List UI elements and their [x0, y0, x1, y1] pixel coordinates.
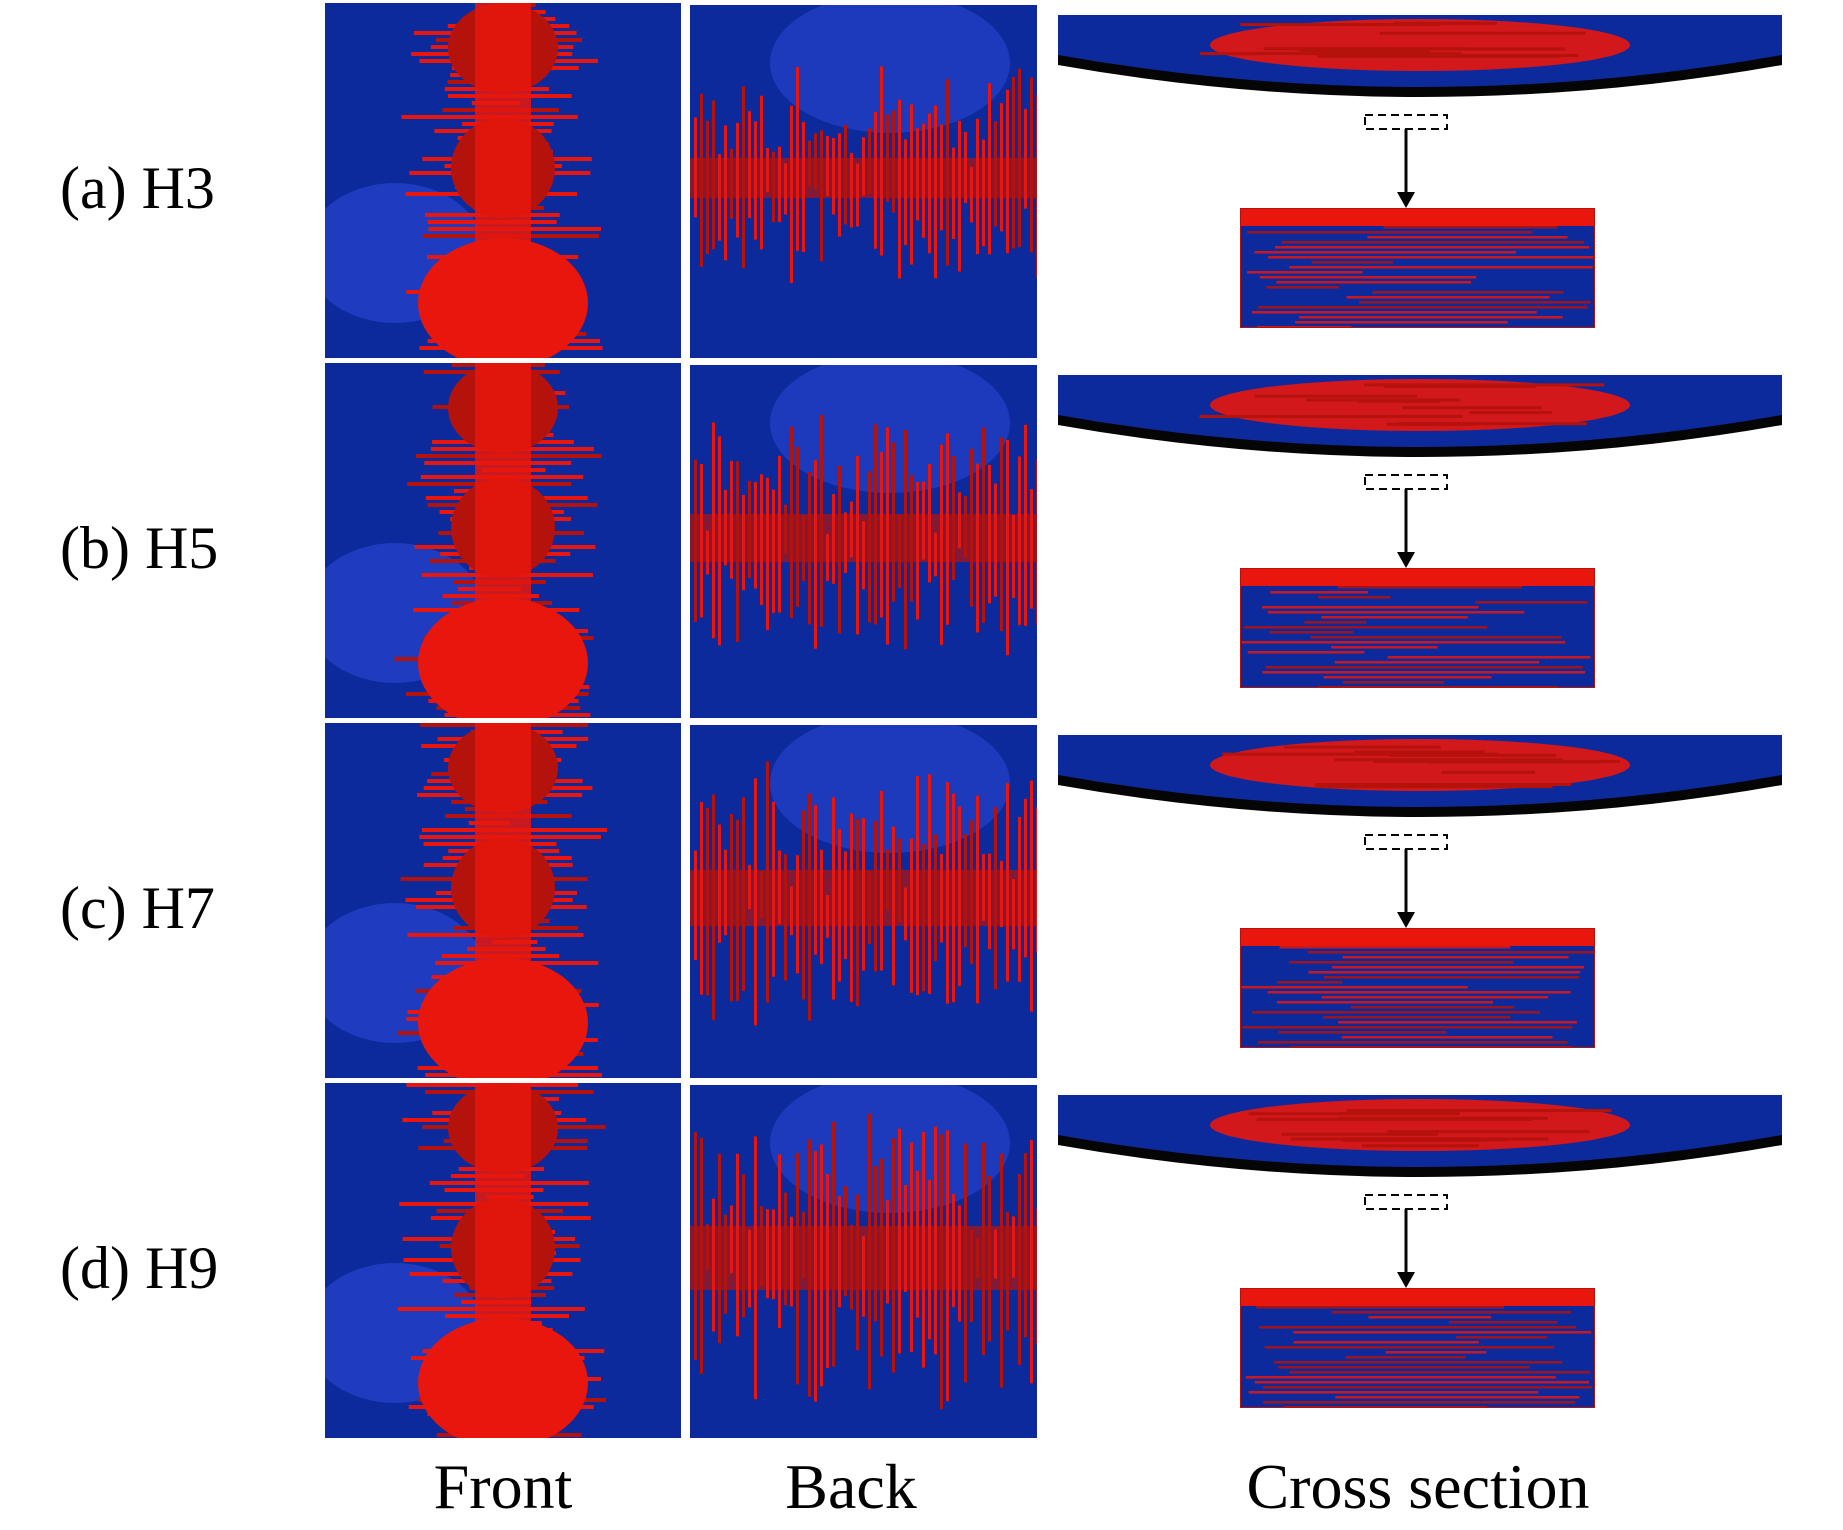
row-label-c: (c) H7	[60, 875, 215, 941]
zoom-box-a	[1364, 114, 1448, 130]
zoom-box-b	[1364, 474, 1448, 490]
column-label-cross-section: Cross section	[1246, 1451, 1590, 1522]
front-panel-a	[325, 3, 681, 358]
zoom-box-c	[1364, 834, 1448, 850]
front-panel-b	[325, 363, 681, 718]
zoom-box-d	[1364, 1194, 1448, 1210]
zoom-detail-a	[1240, 208, 1595, 328]
back-panel-b	[690, 365, 1037, 718]
zoom-detail-b	[1240, 568, 1595, 688]
back-panel-c	[690, 725, 1037, 1078]
zoom-detail-c	[1240, 928, 1595, 1048]
back-panel-a	[690, 5, 1037, 358]
front-panel-c	[325, 723, 681, 1078]
column-label-front: Front	[433, 1451, 573, 1522]
column-label-back: Back	[785, 1451, 917, 1522]
back-panel-d	[690, 1085, 1037, 1438]
cross-section-b	[1058, 375, 1782, 568]
cross-section-c	[1058, 735, 1782, 928]
front-panel-d	[325, 1083, 681, 1438]
zoom-detail-d	[1240, 1288, 1595, 1408]
row-label-b: (b) H5	[60, 515, 219, 581]
row-label-d: (d) H9	[60, 1235, 219, 1301]
row-label-a: (a) H3	[60, 155, 215, 221]
cross-section-d	[1058, 1095, 1782, 1288]
cross-section-a	[1058, 15, 1782, 208]
